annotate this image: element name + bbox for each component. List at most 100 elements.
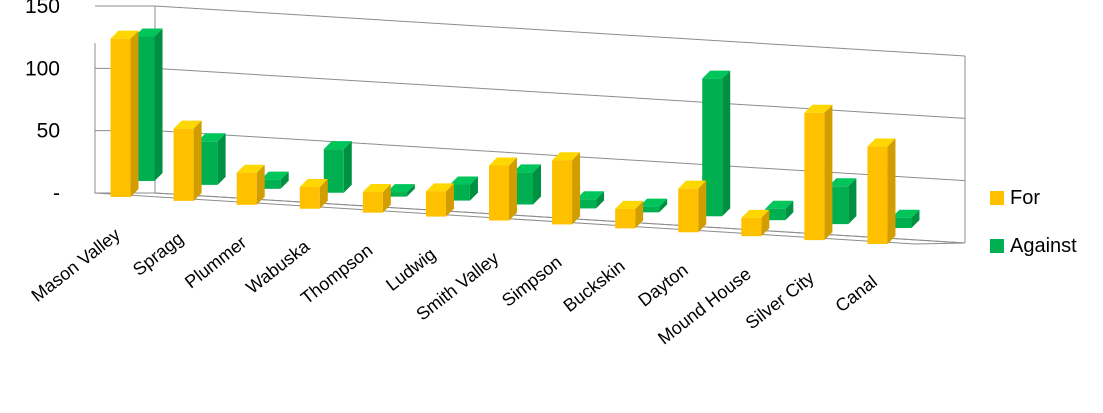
bar-for-0-side [130,30,139,197]
bar-against-8 [639,198,668,213]
x-tick-label: Dayton [634,260,691,311]
bar-against-1-front [197,141,218,185]
bar-against-9-front [702,78,723,217]
bar-for-7-front [552,160,573,225]
bar-against-5 [449,176,478,201]
y-tick-label: - [53,182,60,205]
bar-for-4-top [362,184,391,193]
bar-against-10 [765,200,794,221]
bar-for-6-side [509,157,517,221]
x-axis-labels: Mason Valley SpraggPlummerWabuskaThompson… [28,224,881,348]
bar-for-1-front [173,128,194,201]
bar-against-5-top [449,176,478,185]
legend-label-for: For [1010,186,1040,209]
bar-against-6-top [513,164,541,173]
bar-against-12-top [891,209,920,218]
bar-against-12-front [891,217,912,229]
bar-against-0-top [134,28,163,37]
bar-against-11 [828,178,857,225]
bar-against-11-front [828,186,849,225]
bar-against-2-side [280,171,289,189]
bar-for-0-front [110,38,131,197]
bar-for-1 [173,120,202,201]
bar-against-9-top [702,70,731,79]
bar-for-4-side [382,184,391,213]
bar-for-6-front [489,165,509,221]
legend-item-against: Against [990,233,1077,259]
legend: For Against [990,185,1077,281]
bar-against-7-front [576,199,597,209]
bar-for-1-top [173,120,202,129]
x-tick-label: Mason Valley [28,224,124,305]
bar-against-3-side [343,141,352,193]
bar-against-11-side [848,178,857,225]
bar-for-0 [110,30,139,197]
bar-against-3-front [323,149,344,193]
gridline [154,5,966,57]
bar-against-4-front [386,192,407,197]
legend-swatch-for [990,191,1004,205]
bar-for-4-front [362,192,383,213]
bar-series [110,28,920,245]
bar-for-9-side [698,180,707,233]
bar-for-6-top [489,157,517,166]
bar-against-8-top [639,198,668,207]
bar-against-2 [260,171,289,189]
bar-for-2-top [236,164,265,173]
bar-for-3-front [299,186,320,209]
bar-against-5-side [469,176,478,201]
bar-for-3-side [319,178,328,209]
bar-against-10-side [785,200,794,221]
bar-for-9-front [678,188,699,233]
bar-against-3 [323,141,352,193]
bar-against-1 [197,133,226,185]
bar-for-9-top [678,180,707,189]
bar-against-6 [513,164,541,205]
bar-against-4-top [386,184,415,193]
bar-against-7 [576,191,605,209]
bar-against-12 [891,209,920,229]
bar-against-6-front [513,172,533,205]
bar-against-3-top [323,141,352,150]
y-tick-label: 150 [25,0,60,18]
gridline [154,67,966,119]
bar-for-6 [489,157,517,221]
legend-swatch-against [990,239,1004,253]
bar-against-8-side [659,198,668,213]
bar-for-2-side [256,164,265,205]
bar-for-12 [867,138,896,245]
x-tick-label: Canal [832,271,881,316]
x-tick-label: Plummer [181,232,250,292]
bar-for-10-side [761,209,770,237]
bar-against-9 [702,70,731,217]
x-tick-label: Spragg [129,228,187,279]
bar-for-8 [615,200,644,229]
bar-against-1-top [197,133,226,142]
bar-for-7-side [572,152,581,225]
bar-for-1-side [193,120,202,201]
bar-against-11-top [828,178,857,187]
bar-for-7 [552,152,581,225]
bar-against-7-top [576,191,605,200]
bar-against-9-side [722,70,731,217]
bar-against-0-side [154,28,163,181]
bar-for-11 [804,104,833,241]
bar-for-11-top [804,104,833,113]
bar-for-5-top [425,183,454,192]
bar-for-5-front [425,191,446,217]
bar-against-10-front [765,208,786,221]
bar-against-12-side [911,209,920,229]
bar-for-4 [362,184,391,213]
legend-item-for: For [990,185,1077,211]
bar-against-0 [134,28,163,181]
bar-for-12-front [867,146,888,245]
bar-for-9 [678,180,707,233]
bar-for-3 [299,178,328,209]
bar-for-12-top [867,138,896,147]
bar-for-10-top [741,209,770,218]
bar-for-5 [425,183,454,217]
x-tick-label: Buckskin [560,256,629,316]
y-axis-ticks: 150 100 50 - [25,0,60,205]
bar-for-12-side [887,138,896,245]
